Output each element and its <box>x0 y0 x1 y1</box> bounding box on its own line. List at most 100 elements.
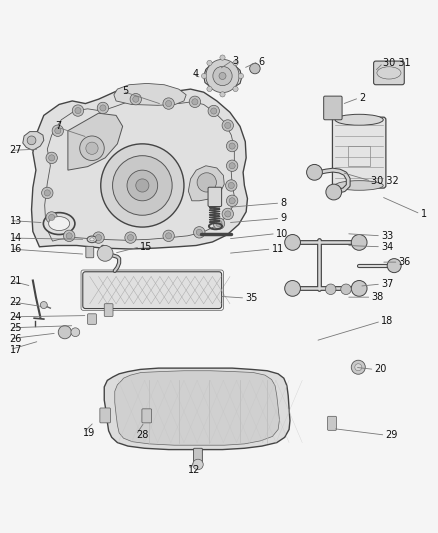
Text: 9: 9 <box>280 213 286 223</box>
Circle shape <box>351 235 367 251</box>
Circle shape <box>166 233 172 239</box>
FancyBboxPatch shape <box>324 96 342 120</box>
Circle shape <box>229 163 235 169</box>
Text: 27: 27 <box>10 146 22 156</box>
FancyBboxPatch shape <box>374 61 404 85</box>
Circle shape <box>207 60 212 66</box>
Text: 26: 26 <box>10 334 22 344</box>
Circle shape <box>238 74 244 78</box>
Text: 18: 18 <box>381 316 393 326</box>
Circle shape <box>229 198 235 204</box>
Circle shape <box>226 195 238 206</box>
Circle shape <box>71 328 80 336</box>
Circle shape <box>351 280 367 296</box>
Circle shape <box>42 187 53 199</box>
Circle shape <box>130 93 141 105</box>
Circle shape <box>58 326 71 339</box>
Circle shape <box>285 235 300 251</box>
Circle shape <box>250 63 260 74</box>
Ellipse shape <box>43 213 75 235</box>
Circle shape <box>100 105 106 111</box>
FancyBboxPatch shape <box>328 416 336 430</box>
Text: 28: 28 <box>136 430 148 440</box>
Circle shape <box>97 246 113 261</box>
Text: 7: 7 <box>55 122 61 131</box>
Text: 2: 2 <box>359 93 365 103</box>
Circle shape <box>95 235 102 241</box>
Ellipse shape <box>335 181 383 190</box>
Circle shape <box>127 235 134 241</box>
Circle shape <box>194 227 205 238</box>
Text: 30 31: 30 31 <box>383 58 411 68</box>
Circle shape <box>64 230 75 241</box>
Text: 30 32: 30 32 <box>371 176 399 186</box>
Circle shape <box>27 136 36 145</box>
Polygon shape <box>104 368 290 449</box>
Ellipse shape <box>335 114 383 125</box>
Text: 24: 24 <box>10 312 22 322</box>
Circle shape <box>193 459 203 470</box>
Circle shape <box>229 143 235 149</box>
Polygon shape <box>32 86 247 249</box>
Polygon shape <box>68 113 123 170</box>
Circle shape <box>163 230 174 241</box>
Text: 4: 4 <box>193 69 199 79</box>
Text: 36: 36 <box>399 257 411 267</box>
Circle shape <box>213 66 232 86</box>
Text: 12: 12 <box>188 465 201 475</box>
FancyBboxPatch shape <box>104 304 113 317</box>
Circle shape <box>127 170 158 201</box>
Circle shape <box>80 136 104 160</box>
FancyBboxPatch shape <box>208 187 222 206</box>
Circle shape <box>101 144 184 227</box>
Circle shape <box>211 108 217 114</box>
Text: 25: 25 <box>10 323 22 333</box>
Text: 17: 17 <box>10 345 22 355</box>
FancyBboxPatch shape <box>100 408 110 423</box>
Circle shape <box>97 102 109 114</box>
Circle shape <box>226 160 238 172</box>
Text: 38: 38 <box>371 292 384 302</box>
Ellipse shape <box>90 238 94 241</box>
Circle shape <box>189 96 201 108</box>
Circle shape <box>133 96 139 102</box>
Text: 22: 22 <box>10 296 22 306</box>
FancyBboxPatch shape <box>88 314 96 324</box>
Circle shape <box>207 86 212 92</box>
Circle shape <box>163 98 174 109</box>
Text: 37: 37 <box>381 279 393 289</box>
Circle shape <box>226 140 238 152</box>
Circle shape <box>166 101 172 107</box>
Text: 10: 10 <box>276 229 288 239</box>
Text: 15: 15 <box>140 242 152 252</box>
Circle shape <box>225 211 231 217</box>
Circle shape <box>326 184 342 200</box>
Circle shape <box>341 284 351 295</box>
Text: 21: 21 <box>10 276 22 286</box>
Circle shape <box>208 106 219 117</box>
Circle shape <box>220 92 225 97</box>
Circle shape <box>226 180 237 191</box>
Circle shape <box>52 125 64 136</box>
Circle shape <box>72 105 84 116</box>
Circle shape <box>228 182 234 189</box>
Circle shape <box>355 364 362 371</box>
Circle shape <box>46 152 57 164</box>
Circle shape <box>307 165 322 180</box>
Text: 14: 14 <box>10 233 22 243</box>
Text: 29: 29 <box>385 430 398 440</box>
Circle shape <box>213 218 225 229</box>
Circle shape <box>201 74 207 78</box>
Circle shape <box>225 123 231 128</box>
Polygon shape <box>114 84 186 106</box>
Circle shape <box>55 128 61 134</box>
Polygon shape <box>188 166 224 201</box>
FancyBboxPatch shape <box>83 272 222 309</box>
Text: 11: 11 <box>272 244 284 254</box>
Text: 19: 19 <box>83 428 95 438</box>
Text: 35: 35 <box>245 293 258 303</box>
Circle shape <box>233 60 238 66</box>
Text: 20: 20 <box>374 365 387 374</box>
Circle shape <box>113 156 172 215</box>
Circle shape <box>216 221 222 227</box>
